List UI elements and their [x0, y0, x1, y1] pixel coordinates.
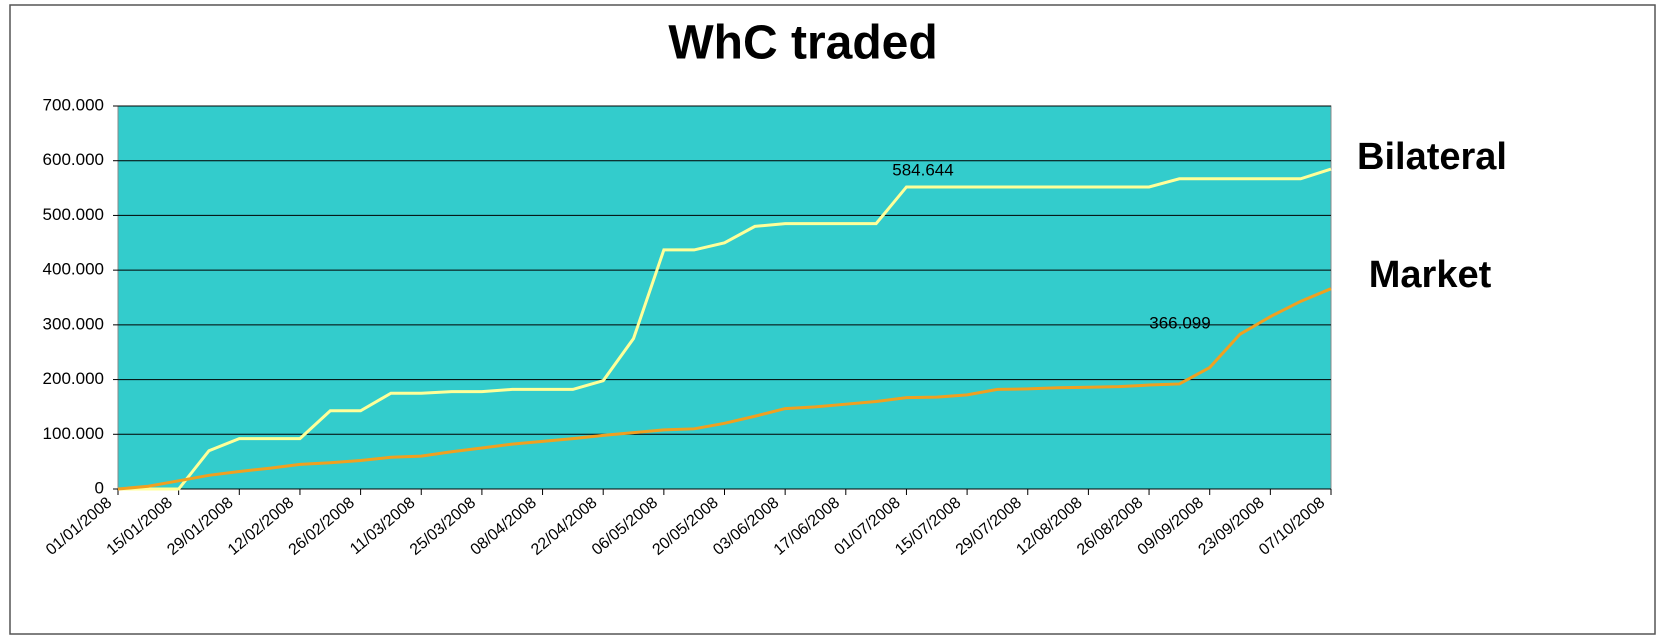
series-line [117, 287, 1332, 491]
y-tick-label: 300.000 [43, 314, 104, 333]
y-tick-label: 200.000 [43, 369, 104, 388]
annotation: 584.644 [892, 160, 953, 179]
series-label: Market [1369, 254, 1492, 296]
y-tick-label: 500.000 [43, 205, 104, 224]
y-tick-label: 700.000 [43, 95, 104, 114]
annotation: 366.099 [1149, 313, 1210, 332]
y-tick-label: 600.000 [43, 150, 104, 169]
plot-area [117, 105, 1332, 490]
series-label: Bilateral [1357, 136, 1507, 178]
chart-title: WhC traded [668, 17, 937, 70]
y-tick-label: 0 [95, 478, 104, 497]
y-tick-label: 400.000 [43, 260, 104, 279]
y-tick-label: 100.000 [43, 424, 104, 443]
series-line [118, 167, 1332, 491]
